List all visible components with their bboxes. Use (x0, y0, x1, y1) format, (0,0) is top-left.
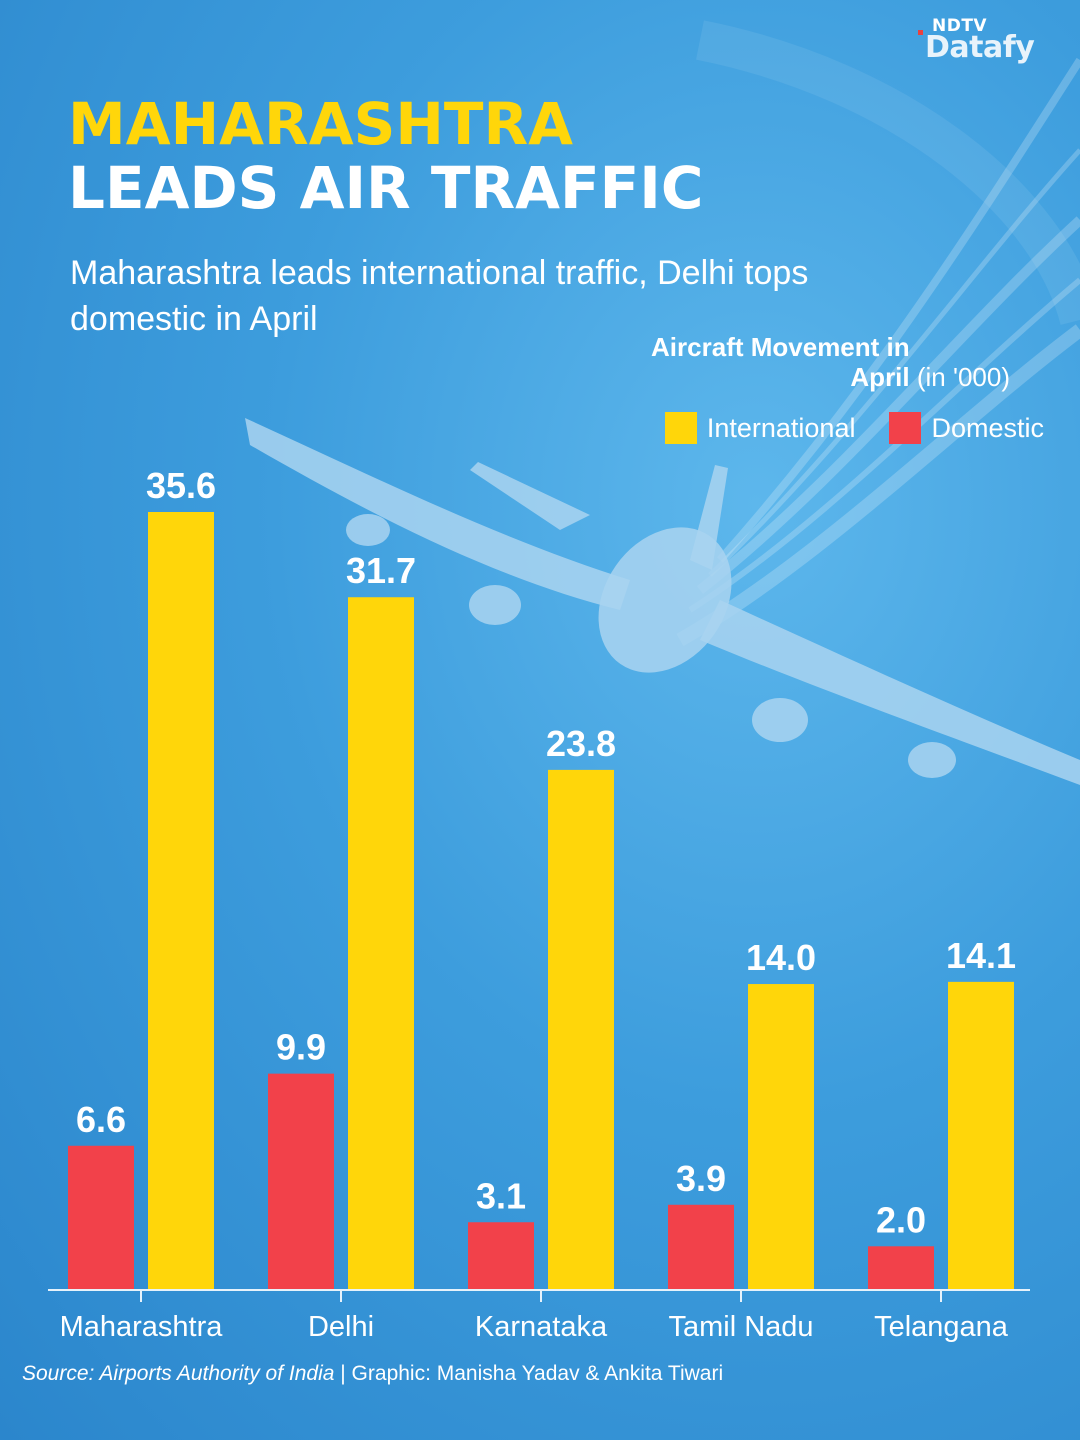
page-title: MAHARASHTRA LEADS AIR TRAFFIC (68, 92, 703, 220)
legend-title-main: Aircraft Movement in April (651, 332, 910, 392)
category-label: Telangana (874, 1311, 1009, 1343)
bar-domestic-delhi (268, 1073, 334, 1290)
bar-international-karnataka (548, 769, 614, 1290)
data-label-domestic: 3.1 (476, 1175, 526, 1216)
title-line-1: MAHARASHTRA (68, 90, 574, 158)
legend-swatch-domestic (889, 412, 922, 444)
bar-international-telangana (948, 981, 1014, 1290)
legend-swatch-international (664, 412, 697, 444)
category-label: Tamil Nadu (668, 1311, 813, 1343)
data-label-international: 35.6 (146, 465, 216, 506)
category-label: Karnataka (475, 1311, 608, 1343)
bar-domestic-telangana (868, 1246, 934, 1290)
bar-domestic-karnataka (468, 1222, 534, 1290)
bar-domestic-maharashtra (68, 1145, 134, 1290)
data-label-domestic: 6.6 (76, 1099, 126, 1140)
bar-international-delhi (348, 597, 414, 1290)
data-label-international: 14.0 (746, 937, 816, 978)
brand-main-text: Datafy (918, 30, 1058, 65)
data-label-international: 31.7 (346, 550, 416, 591)
legend-title-unit: (in '000) (916, 362, 1010, 392)
source-label: Source: Airports Authority of India (22, 1362, 335, 1385)
data-label-domestic: 9.9 (276, 1027, 326, 1068)
bar-international-tamil-nadu (748, 984, 814, 1290)
graphic-credit: | Graphic: Manisha Yadav & Ankita Tiwari (334, 1362, 724, 1385)
brand-logo: NDTV Datafy (918, 16, 1058, 65)
data-label-domestic: 2.0 (876, 1199, 926, 1240)
data-label-international: 14.1 (946, 935, 1016, 976)
subtitle: Maharashtra leads international traffic,… (70, 254, 809, 338)
bar-international-maharashtra (148, 512, 214, 1290)
title-line-2: LEADS AIR TRAFFIC (68, 154, 704, 222)
legend-item-domestic: Domestic (889, 412, 1044, 444)
data-label-domestic: 3.9 (676, 1158, 726, 1199)
legend-item-international: International (664, 412, 856, 444)
data-label-international: 23.8 (546, 723, 616, 764)
legend-label-international: International (706, 412, 856, 443)
airplane-icon (245, 418, 1080, 785)
legend-title: Aircraft Movement in April (in '000) (620, 332, 1010, 392)
category-label: Maharashtra (60, 1311, 224, 1343)
legend-label-domestic: Domestic (931, 412, 1044, 443)
bar-domestic-tamil-nadu (668, 1204, 734, 1290)
chart-legend: International Domestic (631, 412, 1044, 444)
category-label: Delhi (308, 1311, 374, 1343)
source-note: Source: Airports Authority of India | Gr… (22, 1362, 723, 1386)
